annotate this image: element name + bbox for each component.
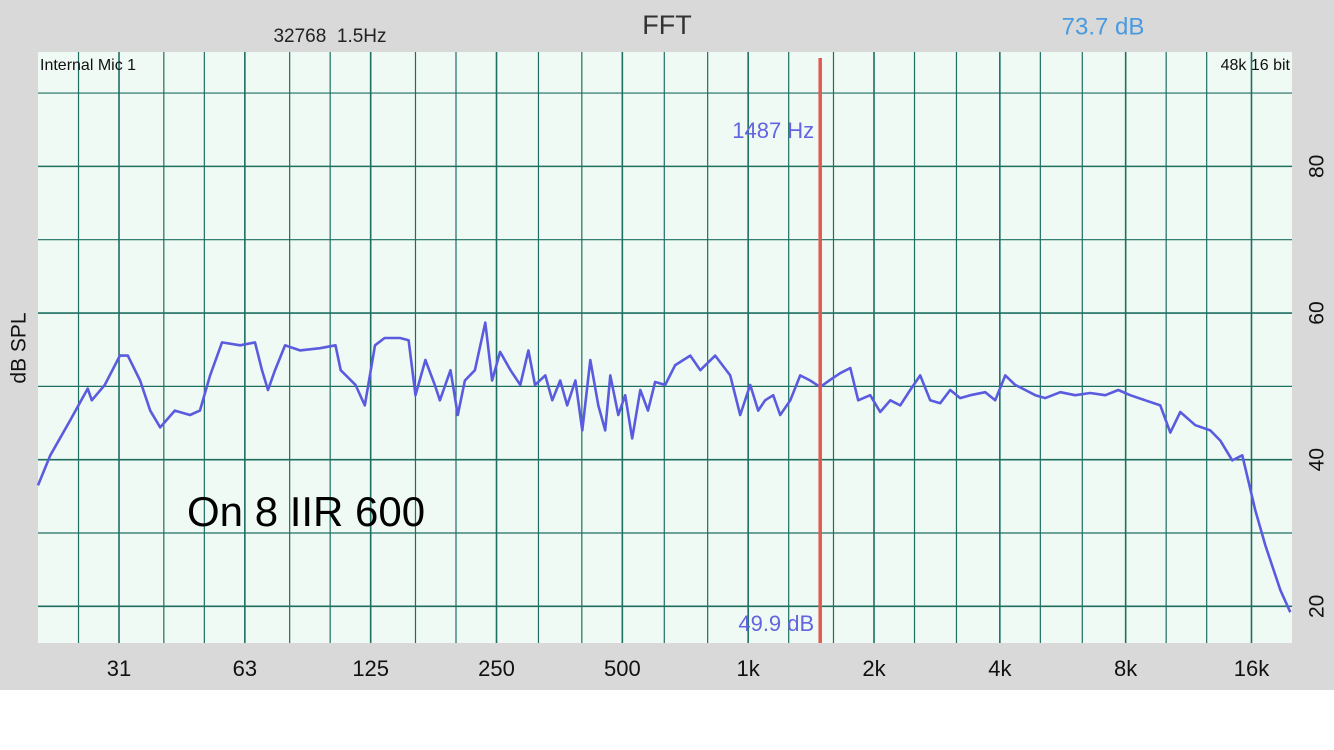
spectrum-line (36, 321, 1292, 613)
cursor-frequency: 1487 Hz (732, 118, 814, 143)
x-tick-label: 1k (737, 656, 761, 681)
plot-background (38, 52, 1292, 643)
format-label: 48k 16 bit (1221, 57, 1291, 74)
y-tick-label: 60 (1306, 301, 1329, 324)
y-axis-label: dB SPL (8, 312, 31, 383)
annotation: On 8 IIR 600 (187, 488, 425, 535)
title: FFT (642, 10, 691, 40)
cursor-level: 49.9 dB (738, 611, 814, 636)
x-tick-label: 125 (352, 656, 389, 681)
x-tick-label: 63 (233, 656, 257, 681)
x-tick-label: 500 (604, 656, 641, 681)
input-label: Internal Mic 1 (40, 57, 136, 74)
x-tick-label: 8k (1114, 656, 1138, 681)
header-left: 32768 1.5Hz (273, 26, 386, 47)
y-tick-label: 40 (1306, 448, 1329, 471)
header-right: 73.7 dB (1062, 13, 1145, 40)
y-tick-label: 80 (1306, 155, 1329, 178)
x-tick-label: 31 (107, 656, 131, 681)
x-tick-label: 16k (1234, 656, 1270, 681)
x-tick-label: 250 (478, 656, 515, 681)
y-tick-label: 20 (1306, 595, 1329, 618)
x-tick-label: 4k (988, 656, 1012, 681)
x-tick-label: 2k (862, 656, 886, 681)
